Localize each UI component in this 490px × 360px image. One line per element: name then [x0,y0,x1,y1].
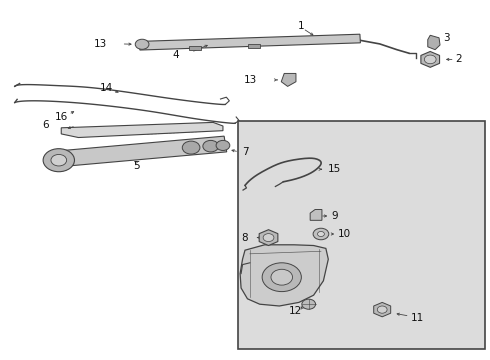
Polygon shape [139,34,361,50]
Text: 5: 5 [133,161,140,171]
Text: 10: 10 [338,229,351,239]
Text: 11: 11 [411,312,424,323]
Text: 14: 14 [100,83,114,93]
Bar [189,46,201,50]
Circle shape [318,231,324,237]
Bar [248,44,260,49]
Polygon shape [374,302,391,317]
Circle shape [263,234,274,242]
Polygon shape [61,122,223,138]
Polygon shape [310,210,322,220]
Circle shape [135,39,149,49]
Circle shape [424,55,436,64]
Text: 3: 3 [443,33,450,43]
Circle shape [182,141,200,154]
Polygon shape [281,73,296,86]
Circle shape [203,140,219,152]
Text: 8: 8 [241,233,248,243]
Polygon shape [240,245,328,306]
Text: 6: 6 [42,120,49,130]
Text: 15: 15 [327,164,341,174]
Circle shape [51,154,67,166]
Text: 2: 2 [456,54,463,64]
Text: 13: 13 [244,75,257,85]
Circle shape [313,228,329,240]
Text: 1: 1 [298,21,305,31]
Text: 4: 4 [172,50,179,60]
Circle shape [302,299,316,309]
Polygon shape [421,51,440,67]
Polygon shape [428,35,440,50]
Circle shape [43,149,74,172]
Bar [238,121,485,349]
Text: 7: 7 [242,147,249,157]
Text: 12: 12 [289,306,302,316]
Text: 9: 9 [331,211,338,221]
Circle shape [377,306,387,313]
Circle shape [216,140,230,150]
Circle shape [262,263,301,292]
Text: 13: 13 [94,39,107,49]
Polygon shape [62,136,227,166]
Circle shape [271,269,293,285]
Text: 16: 16 [55,112,69,122]
Polygon shape [259,230,278,246]
